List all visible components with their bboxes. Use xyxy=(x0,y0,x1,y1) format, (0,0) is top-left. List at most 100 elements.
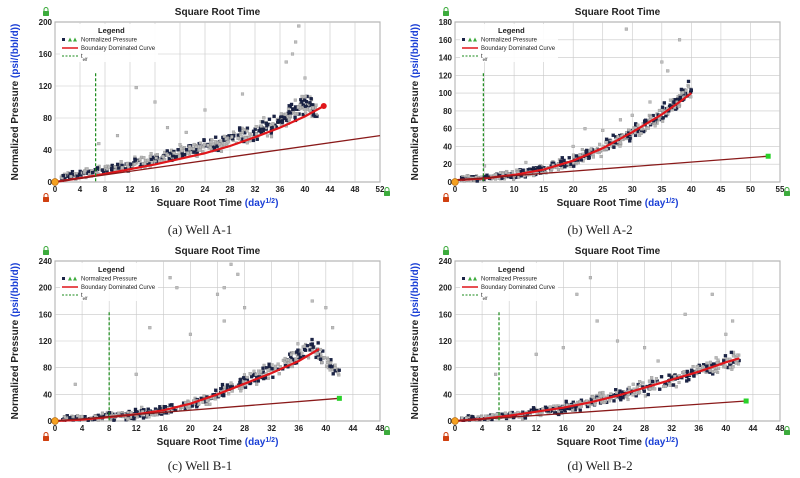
x-tick-label: 44 xyxy=(348,424,357,433)
endpoint-green xyxy=(336,395,342,401)
scatter-point xyxy=(215,144,219,148)
y-axis-label: Normalized Pressure (psi/(bbl/d)) xyxy=(10,24,21,181)
scatter-point xyxy=(666,69,670,73)
legend-entry: telf xyxy=(81,54,88,62)
scatter-point xyxy=(589,147,593,151)
scatter-point xyxy=(638,390,642,394)
scatter-point xyxy=(311,106,315,110)
y-tick-label: 120 xyxy=(39,337,53,346)
scatter-point xyxy=(571,408,575,412)
scatter-point xyxy=(110,167,114,171)
scatter-point xyxy=(631,393,635,397)
scatter-point xyxy=(560,166,564,170)
scatter-point xyxy=(294,350,299,354)
scatter-point xyxy=(677,38,682,42)
scatter-point xyxy=(662,101,667,105)
scatter-point xyxy=(266,376,270,380)
legend-entry-sub: elf xyxy=(483,296,489,301)
x-tick-label: 40 xyxy=(301,185,310,194)
legend-marker xyxy=(62,277,65,280)
scatter-point xyxy=(209,140,213,144)
scatter-point xyxy=(304,100,309,104)
scatter-point xyxy=(115,162,120,167)
scatter-point xyxy=(224,137,228,141)
scatter-point xyxy=(508,411,512,415)
scatter-point xyxy=(166,153,170,157)
scatter-point xyxy=(248,372,252,376)
x-axis-label: Square Root Time (day1/2) xyxy=(157,437,279,449)
scatter-point xyxy=(255,382,259,386)
scatter-point xyxy=(608,399,612,403)
scatter-point xyxy=(177,154,182,158)
x-tick-label: 20 xyxy=(569,185,578,194)
x-tick-label: 48 xyxy=(376,424,385,433)
lock-body xyxy=(443,11,449,16)
scatter-point xyxy=(85,167,89,171)
scatter-point xyxy=(264,121,269,126)
scatter-point xyxy=(133,162,137,166)
scatter-point xyxy=(138,157,142,161)
lock-icon xyxy=(784,426,790,435)
scatter-point xyxy=(296,342,300,346)
scatter-point xyxy=(604,140,608,144)
scatter-point xyxy=(186,151,190,155)
scatter-point xyxy=(134,372,138,376)
scatter-point xyxy=(309,97,313,101)
lock-icon xyxy=(443,246,449,255)
scatter-point xyxy=(681,90,685,95)
scatter-point xyxy=(143,158,148,163)
scatter-point xyxy=(700,365,705,369)
scatter-point xyxy=(100,411,104,416)
scatter-point xyxy=(270,363,274,367)
scatter-point xyxy=(213,135,218,139)
scatter-point xyxy=(557,409,561,413)
y-tick-label: 160 xyxy=(439,36,453,45)
scatter-point xyxy=(490,413,494,417)
lock-shackle xyxy=(443,246,449,250)
scatter-point xyxy=(689,95,693,99)
scatter-point xyxy=(678,95,682,100)
x-tick-label: 4 xyxy=(78,185,83,194)
chart-panel-c: Square Root Time 0 4 8 12 16 20 24 28 32 36 40 44 48 0… xyxy=(0,239,400,478)
scatter-point xyxy=(642,389,646,393)
lock-shackle xyxy=(384,187,390,191)
legend-marker xyxy=(73,37,77,42)
scatter-point xyxy=(283,360,287,364)
scatter-point xyxy=(318,357,323,361)
scatter-point xyxy=(279,112,283,116)
x-tick-label: 55 xyxy=(776,185,785,194)
scatter-point xyxy=(247,132,252,136)
scatter-point xyxy=(190,404,194,408)
scatter-point xyxy=(148,154,152,159)
lock-shackle xyxy=(43,432,49,436)
x-axis-unit-close: ) xyxy=(275,198,278,209)
scatter-point xyxy=(178,143,182,147)
scatter-point xyxy=(729,350,734,355)
x-tick-label: 48 xyxy=(776,424,785,433)
scatter-point xyxy=(238,128,242,132)
straight-line xyxy=(454,155,769,181)
y-tick-label: 60 xyxy=(443,125,452,134)
scatter-point xyxy=(571,144,575,148)
scatter-point xyxy=(574,154,579,158)
x-axis-unit: (day xyxy=(645,198,666,209)
scatter-point xyxy=(208,402,212,406)
lock-body xyxy=(43,436,49,441)
boundary-dominated-curve xyxy=(54,105,325,184)
endpoint-red xyxy=(320,103,327,109)
scatter-point xyxy=(661,116,665,120)
scatter-point xyxy=(537,165,542,169)
scatter-point xyxy=(197,402,201,406)
y-tick-label: 120 xyxy=(39,82,53,91)
legend-title: Legend xyxy=(498,265,525,274)
scatter-point xyxy=(660,60,664,64)
legend-marker xyxy=(462,277,465,280)
lock-shackle xyxy=(784,187,790,191)
x-tick-label: 36 xyxy=(294,424,303,433)
scatter-point xyxy=(649,115,653,119)
scatter-point xyxy=(616,135,620,139)
lock-shackle xyxy=(443,432,449,436)
scatter-point xyxy=(276,362,280,366)
x-tick-label: 0 xyxy=(53,185,58,194)
